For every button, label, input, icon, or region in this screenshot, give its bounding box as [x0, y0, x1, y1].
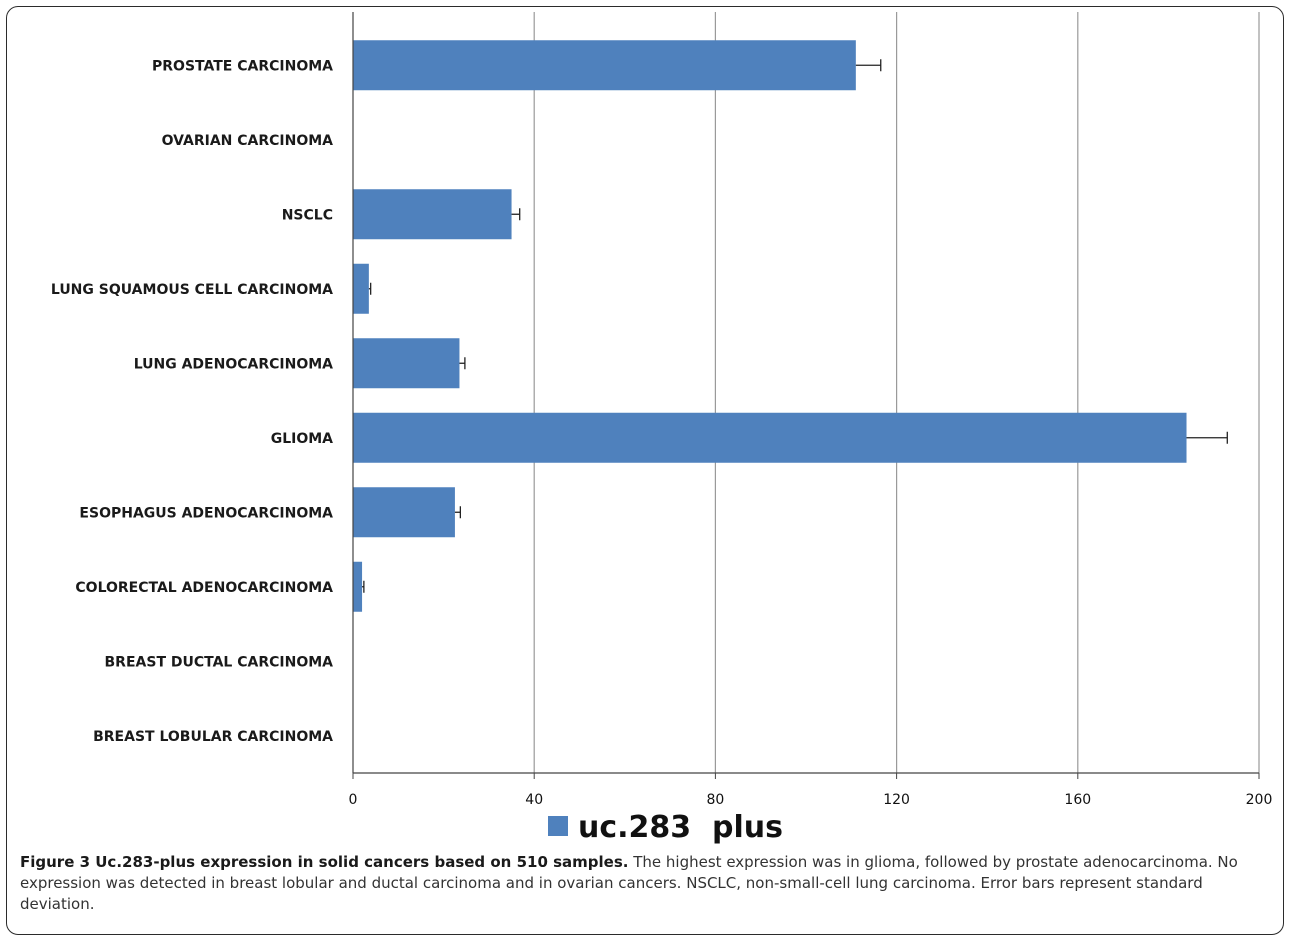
x-tick-label: 120	[883, 792, 910, 808]
category-label: LUNG SQUAMOUS CELL CARCINOMA	[51, 282, 333, 298]
x-tick-labels: 0 40 80 120 160 200	[349, 792, 1273, 808]
category-label: BREAST LOBULAR CARCINOMA	[93, 729, 333, 745]
category-label: LUNG ADENOCARCINOMA	[134, 356, 333, 372]
caption-title: Figure 3 Uc.283-plus expression in solid…	[20, 853, 629, 871]
category-label: ESOPHAGUS ADENOCARCINOMA	[79, 505, 333, 521]
x-tick-label: 200	[1246, 792, 1273, 808]
legend: uc.283 plus	[548, 810, 783, 845]
bar	[353, 263, 369, 314]
error-bars	[362, 59, 1228, 593]
legend-label: uc.283 plus	[578, 810, 783, 845]
bar-chart: PROSTATE CARCINOMA OVARIAN CARCINOMA NSCLC…	[51, 12, 1273, 845]
category-label: OVARIAN CARCINOMA	[162, 133, 334, 149]
bar	[353, 487, 455, 538]
x-tick-label: 0	[349, 792, 358, 808]
x-tick-label: 80	[706, 792, 724, 808]
category-label: NSCLC	[282, 207, 333, 223]
bars	[353, 40, 1187, 612]
bar	[353, 40, 856, 91]
figure-frame	[6, 6, 1284, 935]
grid-lines	[533, 12, 1260, 773]
category-labels: PROSTATE CARCINOMA OVARIAN CARCINOMA NSCLC…	[51, 58, 333, 745]
x-tick-label: 160	[1064, 792, 1091, 808]
bar	[353, 412, 1187, 463]
category-label: COLORECTAL ADENOCARCINOMA	[75, 580, 333, 596]
x-tick-label: 40	[525, 792, 543, 808]
category-label: PROSTATE CARCINOMA	[152, 58, 333, 74]
legend-swatch	[548, 816, 568, 836]
bar	[353, 189, 512, 240]
category-label: BREAST DUCTAL CARCINOMA	[105, 654, 334, 670]
category-label: GLIOMA	[271, 431, 333, 447]
figure-caption: Figure 3 Uc.283-plus expression in solid…	[20, 852, 1270, 915]
bar	[353, 338, 460, 389]
caption-text: The highest expression was in glioma, fo…	[20, 853, 1238, 913]
bar	[353, 561, 363, 612]
axes	[352, 12, 1260, 779]
